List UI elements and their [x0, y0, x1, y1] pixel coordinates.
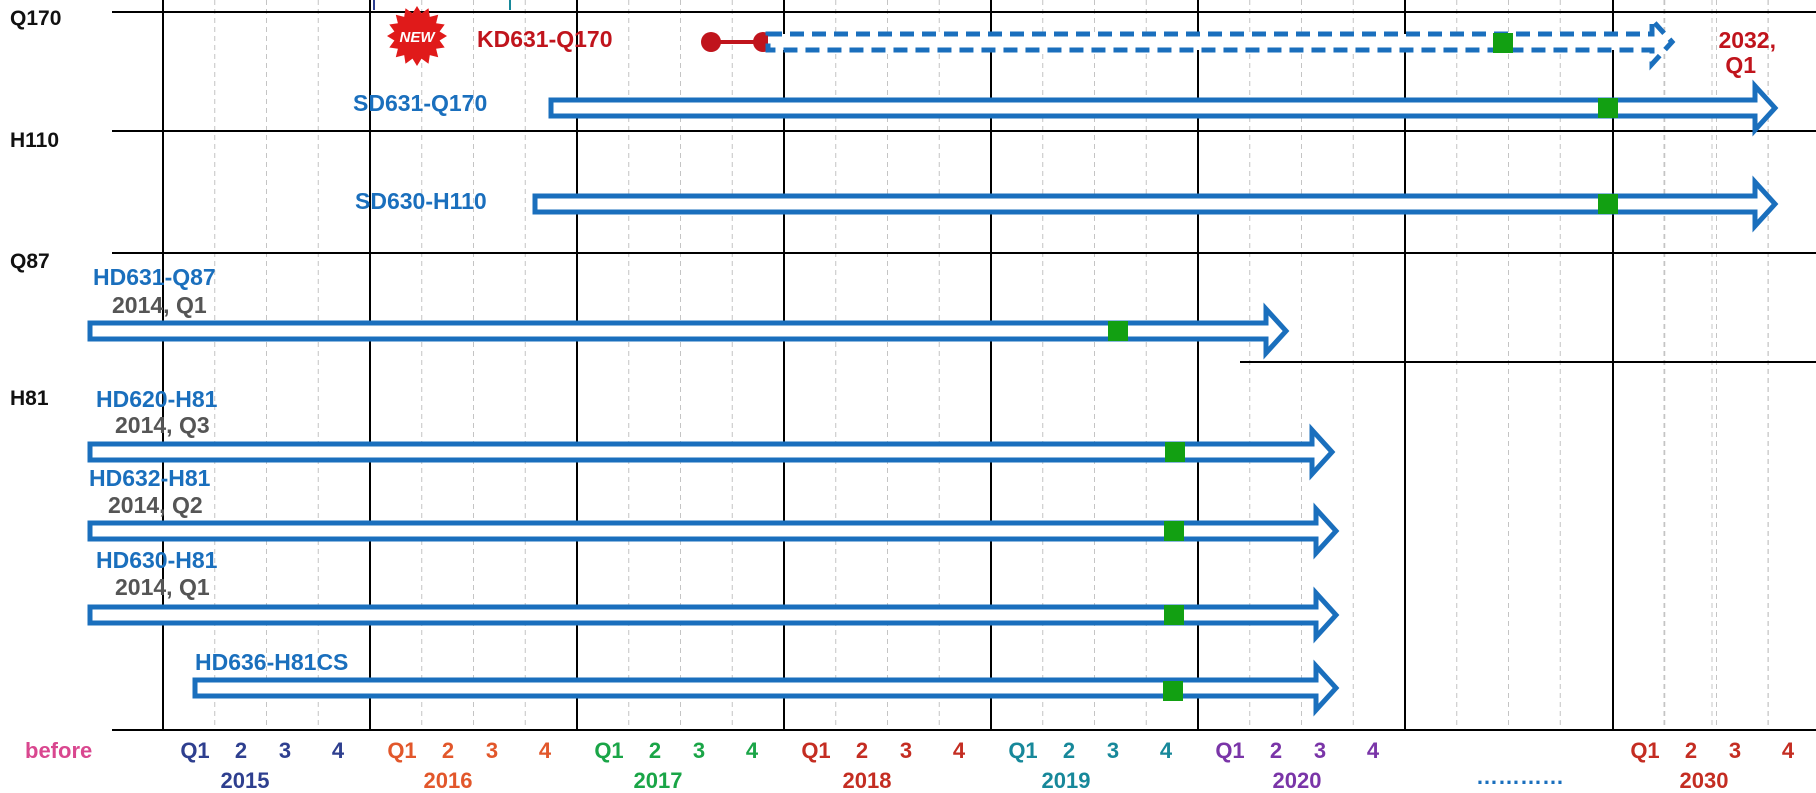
eol-milestone: [1598, 194, 1618, 214]
quarter-label: 3: [900, 738, 912, 763]
chipset-label: Q170: [10, 7, 61, 30]
end-date-label: 2032,: [1718, 27, 1776, 53]
product-name: SD631-Q170: [353, 90, 487, 116]
quarter-label: 3: [693, 738, 705, 763]
quarter-label: 4: [332, 738, 345, 763]
product-bar: [765, 13, 1676, 71]
quarter-label: 3: [279, 738, 291, 763]
quarter-label: 2: [1270, 738, 1282, 763]
quarter-label: 2: [856, 738, 868, 763]
product-bar: [548, 79, 1779, 137]
timeline-gap-ellipsis: …………: [1476, 764, 1564, 789]
quarter-label: 3: [1107, 738, 1119, 763]
chipset-labels: Q170 H110 Q87 H81: [10, 7, 61, 410]
product-name: SD630-H110: [355, 188, 487, 214]
product-bar: [192, 659, 1340, 717]
quarter-label: Q1: [1215, 738, 1244, 763]
before-label: before: [25, 738, 92, 763]
minor-gridlines: [214, 0, 1769, 730]
product-bar: [532, 175, 1779, 233]
row-separators: [112, 11, 1816, 731]
product-name: HD636-H81CS: [195, 649, 348, 675]
end-date-label: Q1: [1725, 52, 1756, 78]
quarter-label: 4: [746, 738, 759, 763]
year-label: 2017: [634, 768, 683, 793]
chipset-label: H81: [10, 387, 49, 410]
new-product-dot: [701, 32, 721, 52]
year-label: 2020: [1273, 768, 1322, 793]
product-name: HD632-H81: [89, 465, 211, 491]
quarter-label: 3: [1314, 738, 1326, 763]
eol-milestone: [1164, 521, 1184, 541]
timeline-axis: before Q1 2 3 4 2015 Q1 2 3 4 2016 Q1 2 3 4 2017 Q1 2 3 4 20…: [25, 738, 1795, 793]
product-name: HD620-H81: [96, 386, 218, 412]
quarter-label: 4: [1367, 738, 1380, 763]
quarter-label: 2: [649, 738, 661, 763]
quarter-label: 3: [1729, 738, 1741, 763]
eol-milestone: [1108, 321, 1128, 341]
quarter-label: 2: [1685, 738, 1697, 763]
product-bar: [87, 423, 1336, 481]
eol-milestone: [1598, 98, 1618, 118]
product-name: KD631-Q170: [477, 26, 613, 52]
quarter-label: 4: [1782, 738, 1795, 763]
year-label: 2018: [843, 768, 892, 793]
new-badge: NEW: [387, 6, 447, 66]
product-bar: [87, 302, 1290, 360]
quarter-label: Q1: [1008, 738, 1037, 763]
intro-date-label: 2014, Q1: [115, 574, 210, 600]
year-label: 2015: [221, 768, 270, 793]
year-label: 2016: [424, 768, 473, 793]
quarter-label: 4: [1160, 738, 1173, 763]
eol-milestone: [1165, 442, 1185, 462]
quarter-label: 4: [539, 738, 552, 763]
intro-date-label: 2014, Q2: [108, 492, 203, 518]
quarter-label: 2: [235, 738, 247, 763]
quarter-label: 2: [1063, 738, 1075, 763]
chipset-label: H110: [10, 129, 59, 152]
product-name: HD631-Q87: [93, 264, 216, 290]
product-bars: NEW KD631-Q170 2032,Q1 SD631-Q170 SD630-H110…: [87, 6, 1779, 717]
intro-date-label: 2014, Q1: [112, 292, 207, 318]
chipset-label: Q87: [10, 250, 50, 273]
starburst-icon: [387, 6, 447, 66]
quarter-label: Q1: [594, 738, 623, 763]
intro-date-label: 2014, Q3: [115, 412, 210, 438]
eol-milestone: [1163, 681, 1183, 701]
quarter-label: 3: [486, 738, 498, 763]
new-badge-text: NEW: [400, 29, 437, 46]
eol-milestone: [1493, 33, 1513, 53]
quarter-label: 2: [442, 738, 454, 763]
eol-milestone: [1164, 605, 1184, 625]
product-bar: [87, 502, 1340, 560]
quarter-label: Q1: [801, 738, 830, 763]
quarter-label: Q1: [387, 738, 416, 763]
quarter-label: 4: [953, 738, 966, 763]
quarter-label: Q1: [180, 738, 209, 763]
year-label: 2019: [1042, 768, 1091, 793]
quarter-label: Q1: [1630, 738, 1659, 763]
product-name: HD630-H81: [96, 547, 218, 573]
year-label: 2030: [1680, 768, 1729, 793]
product-bar: [87, 586, 1340, 644]
